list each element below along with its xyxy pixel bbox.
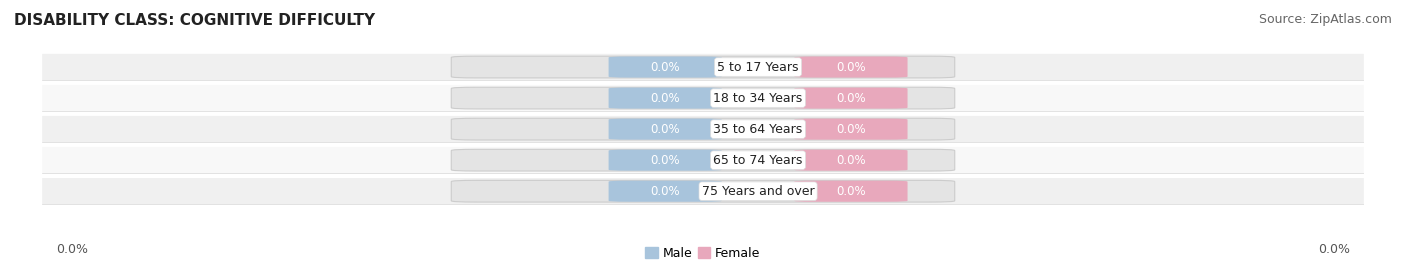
Text: 0.0%: 0.0%: [1317, 243, 1350, 256]
FancyBboxPatch shape: [609, 181, 721, 202]
FancyBboxPatch shape: [451, 118, 955, 140]
FancyBboxPatch shape: [42, 54, 1364, 80]
Text: 0.0%: 0.0%: [651, 154, 681, 167]
FancyBboxPatch shape: [794, 150, 907, 171]
Text: 0.0%: 0.0%: [56, 243, 89, 256]
Text: 18 to 34 Years: 18 to 34 Years: [713, 91, 803, 105]
Text: 0.0%: 0.0%: [837, 123, 866, 136]
Text: 0.0%: 0.0%: [651, 91, 681, 105]
FancyBboxPatch shape: [794, 181, 907, 202]
Text: 75 Years and over: 75 Years and over: [702, 185, 814, 198]
Text: 0.0%: 0.0%: [837, 61, 866, 73]
FancyBboxPatch shape: [609, 56, 721, 77]
Text: DISABILITY CLASS: COGNITIVE DIFFICULTY: DISABILITY CLASS: COGNITIVE DIFFICULTY: [14, 13, 375, 29]
Text: 0.0%: 0.0%: [837, 91, 866, 105]
FancyBboxPatch shape: [609, 119, 721, 140]
Text: 65 to 74 Years: 65 to 74 Years: [713, 154, 803, 167]
FancyBboxPatch shape: [451, 56, 955, 78]
FancyBboxPatch shape: [794, 119, 907, 140]
FancyBboxPatch shape: [42, 85, 1364, 111]
FancyBboxPatch shape: [609, 150, 721, 171]
Text: 0.0%: 0.0%: [651, 61, 681, 73]
FancyBboxPatch shape: [42, 178, 1364, 204]
FancyBboxPatch shape: [42, 147, 1364, 173]
FancyBboxPatch shape: [451, 180, 955, 202]
Text: Source: ZipAtlas.com: Source: ZipAtlas.com: [1258, 13, 1392, 26]
Text: 5 to 17 Years: 5 to 17 Years: [717, 61, 799, 73]
FancyBboxPatch shape: [42, 116, 1364, 142]
FancyBboxPatch shape: [451, 149, 955, 171]
Text: 0.0%: 0.0%: [837, 185, 866, 198]
Text: 0.0%: 0.0%: [651, 185, 681, 198]
FancyBboxPatch shape: [451, 87, 955, 109]
Text: 0.0%: 0.0%: [651, 123, 681, 136]
Text: 0.0%: 0.0%: [837, 154, 866, 167]
Text: 35 to 64 Years: 35 to 64 Years: [713, 123, 803, 136]
FancyBboxPatch shape: [794, 87, 907, 109]
FancyBboxPatch shape: [609, 87, 721, 109]
Legend: Male, Female: Male, Female: [641, 242, 765, 265]
FancyBboxPatch shape: [794, 56, 907, 77]
